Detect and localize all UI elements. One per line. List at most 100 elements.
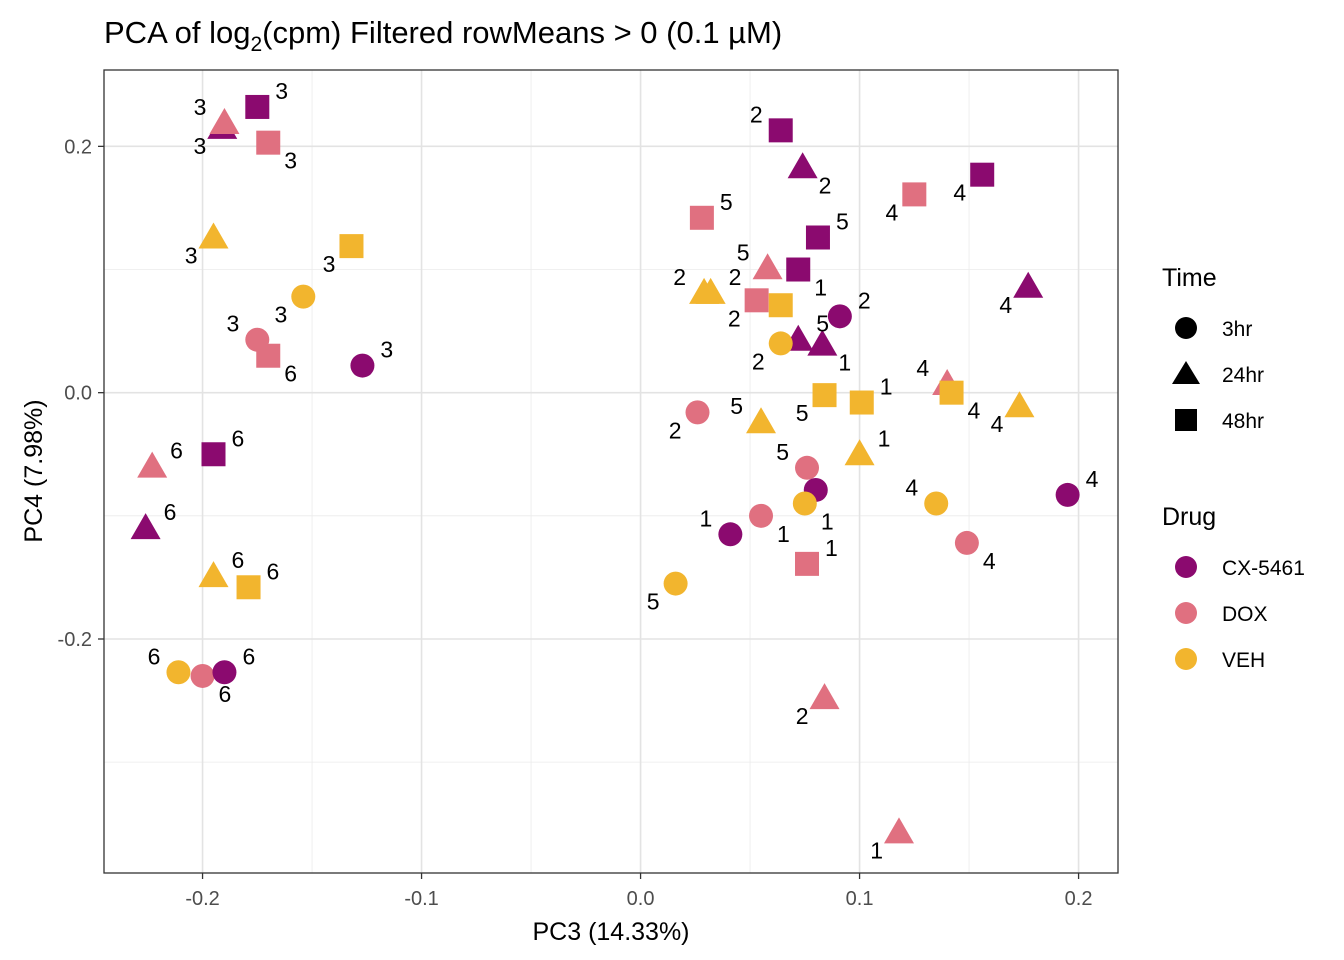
point-label: 1 (821, 509, 834, 535)
point-label: 3 (284, 148, 297, 174)
point-cx5461-48hr (786, 257, 811, 282)
point-veh-3hr (768, 331, 793, 356)
x-tick-label: -0.2 (185, 888, 219, 910)
point-label: 2 (819, 172, 832, 198)
point-label: 2 (750, 101, 763, 127)
point-cx5461-48hr (201, 442, 226, 467)
point-dox-24hr (137, 451, 168, 478)
point-label: 6 (242, 643, 255, 669)
point-label: 6 (219, 681, 232, 707)
legend-dox-swatch (1175, 602, 1197, 624)
point-label: 6 (284, 361, 297, 387)
point-dox-24hr (752, 253, 783, 280)
point-label: 4 (905, 475, 918, 501)
point-veh-48hr (236, 575, 261, 600)
point-label: 3 (275, 78, 288, 104)
point-cx5461-3hr (1055, 482, 1080, 507)
point-label: 4 (953, 180, 966, 206)
point-label: 1 (700, 505, 713, 531)
point-cx5461-3hr (827, 304, 852, 329)
x-tick-label: 0.1 (846, 888, 874, 910)
point-cx5461-48hr (245, 94, 270, 119)
point-label: 2 (669, 417, 682, 443)
point-label: 2 (752, 348, 765, 374)
point-label: 4 (886, 199, 899, 225)
point-dox-24hr (883, 817, 914, 844)
y-axis-title: PC4 (7.98%) (20, 399, 48, 542)
point-cx5461-3hr (350, 353, 375, 378)
legend-48hr-label: 48hr (1222, 410, 1264, 433)
point-cx5461-3hr (718, 522, 743, 547)
point-label: 4 (983, 548, 996, 574)
x-axis-title: PC3 (14.33%) (532, 918, 689, 946)
point-veh-48hr (768, 293, 793, 318)
legend-veh-label: VEH (1222, 649, 1265, 672)
point-label: 2 (858, 287, 871, 313)
point-label: 5 (776, 439, 789, 465)
grid-lines (104, 70, 1118, 873)
point-label: 6 (170, 438, 183, 464)
y-tick-label: -0.2 (58, 629, 92, 651)
point-label: 4 (968, 398, 981, 424)
point-label: 3 (380, 337, 393, 363)
point-dox-48hr (256, 130, 281, 155)
point-veh-48hr (339, 234, 364, 259)
chart-title-prefix: PCA of log (104, 15, 250, 50)
y-tick-label: 0.0 (64, 383, 92, 405)
point-label: 5 (647, 589, 660, 615)
point-label: 3 (323, 251, 336, 277)
point-veh-3hr (166, 660, 191, 685)
point-label: 1 (878, 425, 891, 451)
point-label: 3 (194, 94, 207, 120)
chart-title-subscript: 2 (250, 33, 262, 56)
point-label: 3 (274, 302, 287, 328)
point-veh-3hr (663, 571, 688, 596)
point-label: 3 (185, 242, 198, 268)
point-dox-3hr (954, 530, 979, 555)
legend-veh-swatch (1175, 648, 1197, 670)
point-dox-48hr (795, 551, 820, 576)
point-cx5461-24hr (807, 329, 838, 356)
point-label: 5 (836, 208, 849, 234)
point-label: 4 (916, 355, 929, 381)
point-label: 3 (227, 311, 240, 337)
point-label: 1 (838, 350, 851, 376)
legend: Time 3hr 24hr 48hr Drug CX-5461 DOX VEH (1162, 264, 1305, 672)
legend-cx5461-swatch (1175, 556, 1197, 578)
point-label: 6 (232, 425, 245, 451)
point-veh-48hr (939, 380, 964, 405)
x-tick-label: -0.1 (404, 888, 438, 910)
point-veh-24hr (1004, 391, 1035, 418)
point-cx5461-48hr (768, 118, 793, 143)
point-label: 6 (232, 547, 245, 573)
axis-ticks: -0.2 -0.1 0.0 0.1 0.2 -0.2 0.0 0.2 (58, 136, 1093, 910)
point-cx5461-48hr (970, 162, 995, 187)
point-veh-48hr (849, 390, 874, 415)
point-label: 1 (870, 837, 883, 863)
point-label: 6 (148, 643, 161, 669)
point-label: 4 (999, 292, 1012, 318)
point-label: 6 (267, 558, 280, 584)
legend-3hr-circle-icon (1175, 317, 1197, 339)
point-cx5461-48hr (805, 225, 830, 250)
plot-panel-background (104, 70, 1118, 873)
point-label: 1 (814, 275, 827, 301)
legend-48hr-square-icon (1175, 409, 1197, 431)
point-cx5461-3hr (212, 660, 237, 685)
point-label: 5 (816, 311, 829, 337)
point-label: 1 (880, 374, 893, 400)
point-veh-24hr (695, 277, 726, 304)
point-veh-3hr (924, 491, 949, 516)
point-cx5461-24hr (787, 152, 818, 179)
legend-drug-title: Drug (1162, 503, 1216, 531)
legend-time-title: Time (1162, 264, 1217, 292)
point-label: 2 (728, 305, 741, 331)
point-label: 1 (777, 521, 790, 547)
point-veh-24hr (198, 222, 229, 249)
legend-dox-label: DOX (1222, 603, 1268, 626)
point-dox-24hr (809, 683, 840, 710)
x-tick-label: 0.0 (627, 888, 655, 910)
point-label: 2 (729, 264, 742, 290)
legend-cx5461-label: CX-5461 (1222, 557, 1305, 580)
